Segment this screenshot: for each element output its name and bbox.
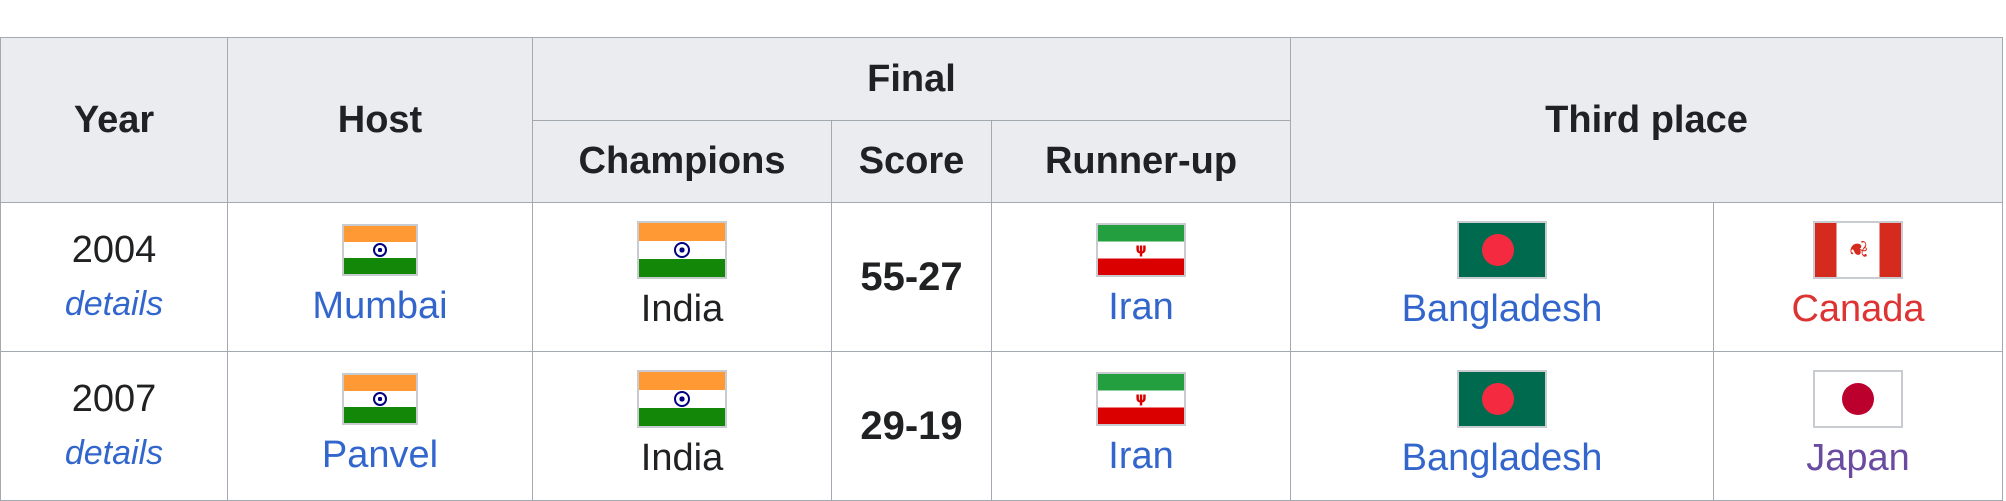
results-table: Year Host Final Third place Champions Sc… bbox=[0, 37, 2004, 501]
header-runner-up: Runner-up bbox=[990, 120, 1292, 203]
third-place-link[interactable]: Bangladesh bbox=[1401, 288, 1603, 331]
table-row: 2004 details Mumbai India 55-27 bbox=[0, 202, 2004, 352]
header-score: Score bbox=[831, 120, 992, 203]
header-third-place: Third place bbox=[1290, 37, 2004, 203]
third-place-link[interactable]: Canada bbox=[1791, 288, 1925, 331]
third-place-cell: Bangladesh bbox=[1290, 351, 1715, 501]
score-cell: 29-19 bbox=[831, 351, 992, 501]
runner-up-cell: Iran bbox=[990, 351, 1292, 501]
canada-flag-icon[interactable] bbox=[1813, 221, 1904, 280]
india-flag-icon[interactable] bbox=[637, 221, 727, 280]
champions-name: India bbox=[640, 288, 724, 331]
details-link[interactable]: details bbox=[64, 433, 164, 472]
champions-cell: India bbox=[532, 202, 832, 352]
year-cell: 2007 details bbox=[0, 351, 228, 501]
iran-flag-icon[interactable] bbox=[1096, 223, 1186, 278]
champions-name: India bbox=[640, 437, 724, 480]
header-row-bottom: Champions Score Runner-up bbox=[1, 120, 2003, 203]
india-flag-icon[interactable] bbox=[637, 370, 727, 429]
third-place-cell: Canada bbox=[1713, 202, 2004, 352]
header-host: Host bbox=[227, 37, 533, 203]
third-place-link[interactable]: Japan bbox=[1806, 437, 1910, 480]
table-row: 2007 details Panvel India 29-19 bbox=[0, 351, 2004, 501]
host-link[interactable]: Panvel bbox=[321, 434, 439, 477]
iran-flag-icon[interactable] bbox=[1096, 372, 1186, 427]
header-final: Final bbox=[531, 37, 1292, 121]
runner-up-link[interactable]: Iran bbox=[1108, 435, 1174, 478]
header-year: Year bbox=[0, 37, 228, 203]
runner-up-cell: Iran bbox=[990, 202, 1292, 352]
host-cell: Mumbai bbox=[227, 202, 533, 352]
header-champions: Champions bbox=[532, 120, 832, 203]
details-link[interactable]: details bbox=[64, 284, 164, 323]
runner-up-link[interactable]: Iran bbox=[1108, 286, 1174, 329]
third-place-link[interactable]: Bangladesh bbox=[1401, 437, 1603, 480]
bangladesh-flag-icon[interactable] bbox=[1457, 370, 1548, 429]
third-place-cell: Bangladesh bbox=[1290, 202, 1715, 352]
score-cell: 55-27 bbox=[831, 202, 992, 352]
host-cell: Panvel bbox=[227, 351, 533, 501]
bangladesh-flag-icon[interactable] bbox=[1457, 221, 1548, 280]
india-flag-icon[interactable] bbox=[342, 373, 418, 426]
year-text: 2004 bbox=[71, 229, 157, 272]
host-link[interactable]: Mumbai bbox=[312, 285, 448, 328]
japan-flag-icon[interactable] bbox=[1813, 370, 1904, 429]
score-value: 55-27 bbox=[860, 254, 963, 299]
header-row-top: Year Host Final Third place bbox=[0, 37, 2004, 203]
year-cell: 2004 details bbox=[0, 202, 228, 352]
champions-cell: India bbox=[532, 351, 832, 501]
score-value: 29-19 bbox=[860, 403, 963, 448]
year-text: 2007 bbox=[71, 378, 157, 421]
third-place-cell: Japan bbox=[1713, 351, 2004, 501]
india-flag-icon[interactable] bbox=[342, 224, 418, 277]
results-table-container: Year Host Final Third place Champions Sc… bbox=[0, 37, 2006, 501]
